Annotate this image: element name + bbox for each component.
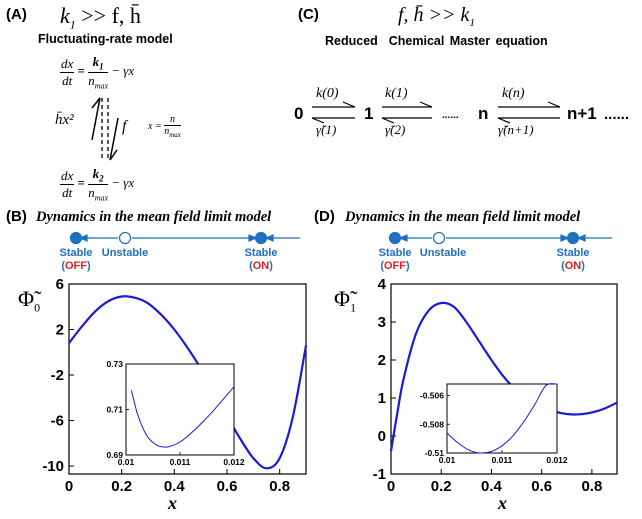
panel-b-ytick-label: -2	[51, 367, 64, 384]
panel-d-inset-xtick-label: 0.012	[546, 455, 568, 465]
panel-label-c: (C)	[298, 6, 319, 23]
panel-b-curve	[68, 295, 308, 470]
state-1: 1	[364, 104, 374, 123]
panel-d-ytick-label: 0	[378, 428, 386, 445]
panel-label-a: (A)	[6, 6, 27, 23]
panel-d-ylabel: Φ̃1	[334, 286, 357, 315]
panel-b-xtick-label: 0	[65, 478, 73, 495]
panel-b-plot-frame	[68, 283, 307, 475]
panel-b-xlabel: x	[168, 493, 177, 513]
panel-a-condition: k1 >> f, h̄	[60, 3, 141, 32]
panel-d-inset-xtick-label: 0.011	[492, 455, 513, 465]
rate-right: f	[122, 118, 127, 135]
panel-d-xtick-label: 0.4	[481, 478, 503, 495]
panel-b-ylabel: Φ̃0	[18, 286, 41, 315]
state-0: 0	[294, 104, 304, 123]
equation-bottom: dx dt = k2 nmax − γx	[60, 166, 135, 203]
panel-c-condition: f, h̄ >> k1	[398, 4, 475, 29]
panel-c-title: Reduced Chemical Master equation	[325, 34, 548, 48]
panel-d-ytick-label: 3	[378, 314, 386, 331]
panel-b-inset-ytick-label: 0.69	[106, 450, 123, 460]
rate-left: h̄x²	[55, 112, 74, 128]
state-n-plus-1: n+1	[567, 104, 597, 123]
panel-d-ytick-label: 4	[378, 276, 387, 293]
panel-d-inset-frame	[446, 383, 558, 454]
panel-b-stable-on: Stable (ON)	[244, 247, 278, 272]
panel-d-xlabel: x	[498, 493, 507, 513]
forward-rate-n: k(n)	[502, 86, 525, 101]
equation-top: dx dt = k1 nmax − γx	[60, 54, 135, 91]
panel-d-inset-ytick-label: -0.51	[425, 448, 445, 458]
panel-label-d: (D)	[314, 208, 335, 225]
panel-d-inset-curve	[446, 383, 558, 454]
state-n: n	[478, 104, 489, 123]
panel-d-stable-off: Stable (OFF)	[378, 247, 412, 272]
panel-d-xtick-label: 0.6	[531, 478, 552, 495]
panel-b-ytick-label: 6	[56, 276, 64, 293]
panel-b-xtick-label: 0.2	[111, 478, 132, 495]
panel-d-xtick-label: 0	[387, 478, 395, 495]
panel-label-b: (B)	[6, 208, 27, 225]
panel-d-unstable: Unstable	[419, 247, 467, 259]
x-definition: x = n nmax	[148, 114, 181, 139]
panel-d-inset-ytick-label: -0.508	[420, 419, 444, 429]
panel-a-title: Fluctuating-rate model	[38, 32, 173, 46]
panel-b-ytick-label: -6	[51, 413, 64, 430]
panel-b-dynamics-title: Dynamics in the mean field limit model	[36, 209, 272, 225]
backward-rate-2: γ̃(2)	[385, 122, 406, 137]
panel-b-inset-xtick-label: 0.012	[223, 457, 245, 467]
panel-d-ytick-label: 2	[378, 352, 386, 369]
panel-d-inset-ytick-label: -0.506	[420, 391, 444, 401]
chain-ellipsis-small: ......	[442, 110, 459, 121]
chain-ellipsis-big: ......	[604, 106, 630, 123]
panel-b-xtick-label: 0.8	[269, 478, 290, 495]
panel-b-inset-curve	[130, 386, 235, 448]
panel-b-ytick-label: -10	[42, 458, 64, 475]
panel-d-ytick-label: -1	[373, 466, 386, 483]
panel-b-inset-ytick-label: 0.71	[106, 405, 123, 415]
panel-d-xtick-label: 0.2	[431, 478, 452, 495]
panel-b-inset-xtick-label: 0.011	[170, 457, 191, 467]
panel-d-inset-xtick-label: 0.01	[439, 455, 456, 465]
panel-d-ytick-label: 1	[378, 390, 386, 407]
panel-d-xtick-label: 0.8	[581, 478, 602, 495]
panel-b-ytick-label: 2	[56, 322, 64, 339]
panel-b-stable-off: Stable (OFF)	[59, 247, 93, 272]
panel-b-xtick-label: 0.4	[164, 478, 186, 495]
panel-b-inset-xtick-label: 0.01	[118, 457, 135, 467]
panel-d-stable-on: Stable (ON)	[556, 247, 590, 272]
panel-b-xtick-label: 0.6	[217, 478, 238, 495]
panel-d-plot-frame	[390, 283, 618, 475]
forward-rate-0: k(0)	[316, 86, 339, 101]
panel-b-inset-frame	[125, 363, 235, 456]
panel-d-curve	[389, 301, 618, 452]
panel-b-inset-ytick-label: 0.73	[106, 359, 123, 369]
backward-rate-1: γ̃(1)	[316, 122, 337, 137]
backward-rate-n-plus-1: γ̃(n+1)	[498, 122, 534, 137]
forward-rate-1: k(1)	[385, 86, 408, 101]
panel-b-unstable: Unstable	[101, 247, 149, 259]
panel-d-dynamics-title: Dynamics in the mean field limit model	[345, 209, 581, 225]
